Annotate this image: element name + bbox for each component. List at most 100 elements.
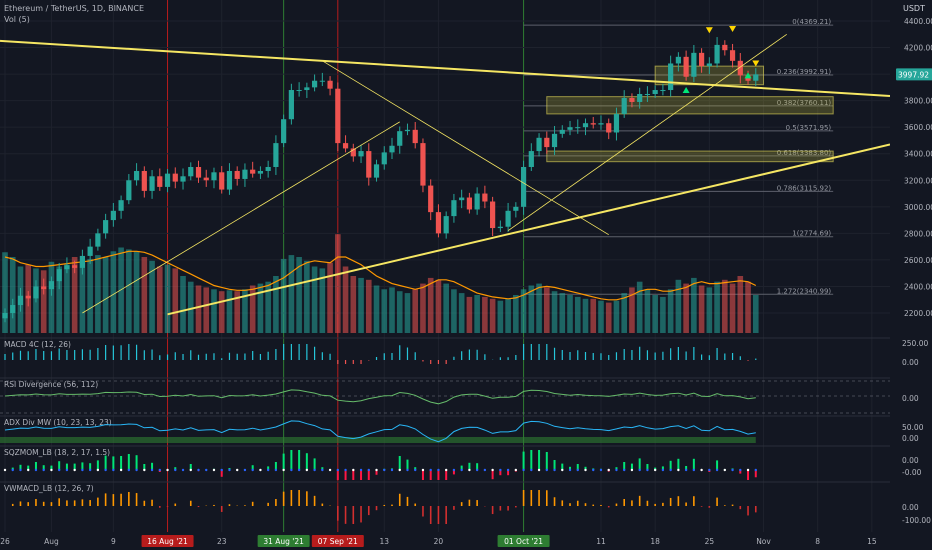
candle-body <box>575 127 581 129</box>
time-axis-label: Nov <box>756 537 771 546</box>
volume-bar <box>629 287 635 333</box>
candle-body <box>188 167 194 177</box>
indicator-tick: 0.00 <box>902 503 919 512</box>
candle-body <box>443 216 449 234</box>
volume-ma-line <box>4 250 757 301</box>
thin-trendline <box>507 33 787 232</box>
support-trendline <box>167 143 891 316</box>
indicator-title: SQZMOM_LB (18, 2, 17, 1.5) <box>4 448 110 457</box>
time-axis-label: Aug <box>44 537 59 546</box>
currency-label: USDT <box>903 4 925 13</box>
volume-bar <box>451 289 457 333</box>
squeeze-dot <box>638 468 641 472</box>
volume-bar <box>273 276 279 333</box>
squeeze-dot <box>375 468 378 472</box>
squeeze-dot <box>444 468 448 472</box>
volume-bar <box>304 260 310 333</box>
squeeze-dot <box>406 468 409 472</box>
volume-bar <box>544 287 550 333</box>
indicator-tick: -0.00 <box>902 468 922 477</box>
candle-body <box>428 185 434 213</box>
candle-body <box>296 90 302 92</box>
volume-bar <box>195 285 202 333</box>
candle-body <box>482 193 488 202</box>
volume-bar <box>497 300 504 333</box>
volume-bar <box>598 300 604 333</box>
volume-bar <box>365 279 372 333</box>
volume-bar <box>722 279 728 333</box>
volume-bar <box>513 295 519 333</box>
volume-bar <box>133 251 140 333</box>
volume-bar <box>226 290 233 333</box>
volume-bar <box>187 281 194 333</box>
candle-body <box>474 193 480 210</box>
squeeze-dot <box>243 468 247 472</box>
volume-bar <box>257 283 264 333</box>
candle-body <box>211 172 217 181</box>
volume-bar <box>373 285 380 333</box>
volume-bar <box>404 293 411 333</box>
adx-line <box>4 420 756 443</box>
indicator-tick: 0.00 <box>902 434 919 443</box>
time-axis-label: 25 <box>705 537 715 546</box>
squeeze-dot <box>475 468 479 472</box>
candle-body <box>466 197 472 210</box>
squeeze-dot <box>282 468 285 472</box>
squeeze-dot <box>42 468 45 472</box>
volume-bar <box>652 295 658 333</box>
candle-body <box>281 119 287 144</box>
squeeze-dot <box>437 468 440 472</box>
price-axis-tick: 3000.00 <box>904 203 932 212</box>
volume-bar <box>242 289 248 333</box>
squeeze-dot <box>88 468 92 472</box>
squeeze-dot <box>228 468 231 472</box>
squeeze-dot <box>646 468 649 472</box>
squeeze-dot <box>754 468 757 472</box>
squeeze-dot <box>367 468 370 472</box>
squeeze-dot <box>746 468 750 472</box>
squeeze-dot <box>359 468 363 472</box>
time-axis-label: 16 Aug '21 <box>147 537 188 546</box>
volume-bar <box>234 291 240 333</box>
last-price-label: 3997.92 <box>898 70 929 79</box>
squeeze-dot <box>677 468 680 472</box>
candle-body <box>373 164 380 178</box>
time-axis-label: 31 Aug '21 <box>263 537 304 546</box>
candle-body <box>714 44 720 64</box>
candle-body <box>164 173 171 187</box>
volume-bar <box>288 255 295 333</box>
rsi-line <box>4 389 756 405</box>
candle-body <box>157 176 163 187</box>
squeeze-dot <box>700 468 703 472</box>
candle-body <box>528 151 534 167</box>
candle-body <box>72 265 78 268</box>
volume-bar <box>551 291 558 333</box>
candle-body <box>203 177 209 181</box>
candle-body <box>505 210 511 227</box>
squeeze-dot <box>452 468 456 472</box>
volume-bar <box>296 257 302 333</box>
volume-bar <box>567 295 573 333</box>
squeeze-dot <box>274 468 278 472</box>
volume-bar <box>621 293 627 333</box>
squeeze-dot <box>344 468 347 472</box>
squeeze-dot <box>11 468 14 472</box>
volume-bar <box>706 287 713 333</box>
volume-bar <box>157 266 163 333</box>
volume-bar <box>79 261 86 333</box>
price-axis-background <box>890 0 932 532</box>
time-axis-label: 20 <box>434 537 444 546</box>
volume-bar <box>311 266 318 333</box>
candle-body <box>265 167 271 171</box>
volume-bar <box>636 281 643 333</box>
volume-bar <box>435 279 442 333</box>
candle-body <box>64 265 70 270</box>
squeeze-dot <box>104 468 107 472</box>
squeeze-dot <box>592 468 595 472</box>
volume-bar <box>675 279 682 333</box>
volume-bar <box>443 283 449 333</box>
candle-body <box>551 133 558 148</box>
squeeze-dot <box>189 468 192 472</box>
squeeze-dot <box>615 468 618 472</box>
